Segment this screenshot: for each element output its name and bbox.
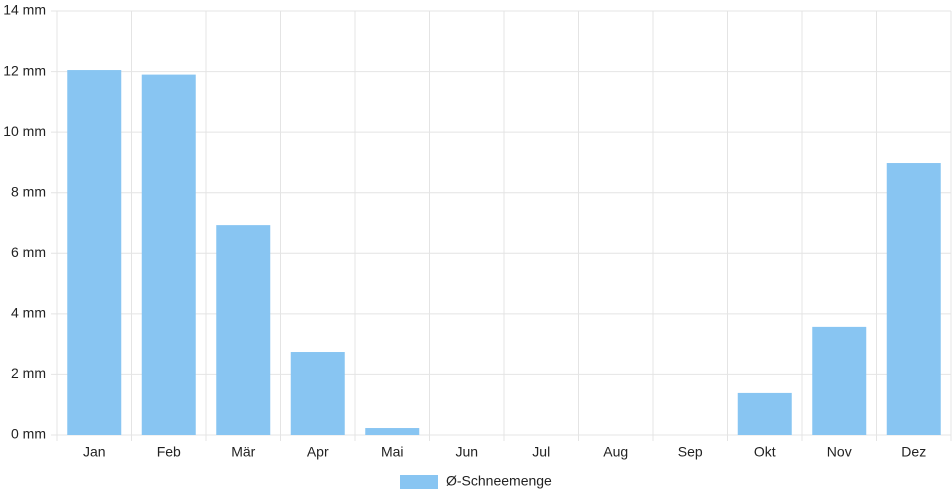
bar [67, 70, 122, 436]
y-tick-label: 8 mm [11, 183, 46, 199]
bar [365, 428, 420, 435]
y-tick-label: 12 mm [3, 62, 46, 78]
bar [141, 74, 196, 435]
bar [886, 163, 941, 435]
x-tick-label: Sep [678, 444, 703, 460]
bar [737, 392, 792, 435]
bar [290, 352, 345, 435]
y-tick-label: 2 mm [11, 365, 46, 381]
x-tick-label: Aug [603, 444, 628, 460]
y-tick-label: 10 mm [3, 123, 46, 139]
x-tick-label: Nov [827, 444, 852, 460]
x-tick-label: Jun [455, 444, 478, 460]
x-tick-label: Mär [231, 444, 255, 460]
x-tick-label: Dez [901, 444, 926, 460]
y-tick-label: 6 mm [11, 244, 46, 260]
legend-label: Ø-Schneemenge [446, 473, 552, 489]
x-tick-label: Feb [157, 444, 181, 460]
x-tick-label: Apr [307, 444, 329, 460]
y-tick-label: 4 mm [11, 305, 46, 321]
y-tick-label: 0 mm [11, 426, 46, 442]
bar [216, 225, 271, 435]
x-tick-label: Okt [754, 444, 776, 460]
x-tick-label: Jul [532, 444, 550, 460]
x-tick-label: Mai [381, 444, 404, 460]
legend-swatch [400, 475, 438, 489]
y-tick-label: 14 mm [3, 2, 46, 18]
x-tick-label: Jan [83, 444, 106, 460]
bar [812, 326, 867, 435]
